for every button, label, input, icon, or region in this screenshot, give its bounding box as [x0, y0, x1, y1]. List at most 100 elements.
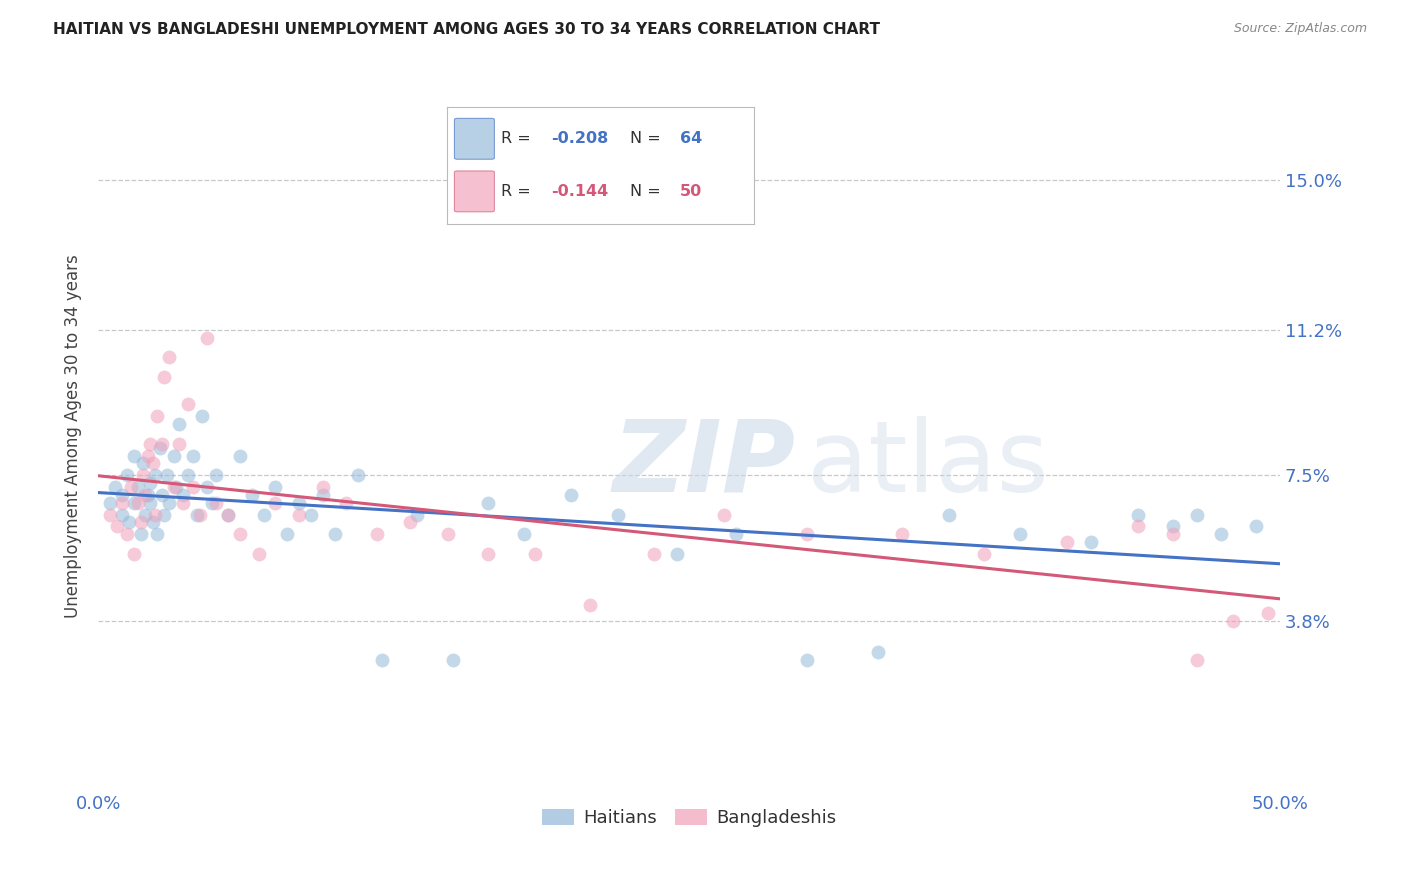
Point: [205, 496, 228, 510]
Point: [524, 547, 547, 561]
Point: [229, 449, 252, 463]
Point: [129, 516, 152, 530]
Point: [264, 480, 287, 494]
Point: [229, 527, 252, 541]
Point: [1222, 614, 1244, 628]
Point: [441, 653, 464, 667]
Point: [217, 508, 239, 522]
Point: [98, 508, 121, 522]
Point: [1080, 535, 1102, 549]
Point: [247, 547, 270, 561]
Point: [115, 468, 138, 483]
Point: [607, 508, 630, 522]
Point: [149, 441, 172, 455]
Point: [177, 397, 200, 411]
Point: [205, 468, 228, 483]
Point: [371, 653, 394, 667]
Point: [201, 496, 224, 510]
Point: [1126, 508, 1149, 522]
Point: [120, 480, 142, 494]
Point: [299, 508, 322, 522]
Point: [165, 480, 187, 494]
Point: [288, 508, 311, 522]
Point: [276, 527, 298, 541]
Point: [153, 508, 176, 522]
Point: [156, 468, 179, 483]
Point: [264, 496, 287, 510]
Point: [713, 508, 735, 522]
Point: [1185, 653, 1208, 667]
Point: [111, 488, 134, 502]
Point: [406, 508, 429, 522]
Point: [1244, 519, 1267, 533]
Point: [188, 508, 211, 522]
Point: [115, 527, 138, 541]
Point: [141, 457, 163, 471]
Point: [146, 409, 169, 424]
Point: [105, 519, 128, 533]
Point: [512, 527, 534, 541]
Point: [127, 480, 149, 494]
Point: [186, 508, 208, 522]
Point: [127, 496, 149, 510]
Point: [122, 496, 145, 510]
Point: [150, 437, 173, 451]
Point: [437, 527, 460, 541]
Point: [217, 508, 239, 522]
Point: [666, 547, 689, 561]
Point: [477, 547, 499, 561]
Point: [167, 417, 190, 431]
Point: [973, 547, 995, 561]
Point: [366, 527, 388, 541]
Point: [240, 488, 263, 502]
Point: [868, 645, 890, 659]
Text: HAITIAN VS BANGLADESHI UNEMPLOYMENT AMONG AGES 30 TO 34 YEARS CORRELATION CHART: HAITIAN VS BANGLADESHI UNEMPLOYMENT AMON…: [53, 22, 880, 37]
Point: [195, 330, 218, 344]
Point: [288, 496, 311, 510]
Point: [1126, 519, 1149, 533]
Point: [134, 488, 156, 502]
Point: [172, 488, 194, 502]
Point: [1257, 606, 1279, 620]
Point: [312, 488, 335, 502]
Point: [796, 527, 818, 541]
Point: [1163, 527, 1185, 541]
Point: [347, 468, 370, 483]
Point: [111, 496, 134, 510]
Point: [578, 598, 600, 612]
Point: [252, 508, 274, 522]
Point: [938, 508, 960, 522]
Point: [181, 449, 204, 463]
Point: [643, 547, 665, 561]
Point: [129, 527, 152, 541]
Point: [111, 508, 134, 522]
Point: [122, 449, 145, 463]
Point: [122, 547, 145, 561]
Point: [163, 449, 186, 463]
Point: [139, 437, 162, 451]
Point: [323, 527, 346, 541]
Point: [477, 496, 499, 510]
Point: [195, 480, 218, 494]
Point: [177, 468, 200, 483]
Point: [1209, 527, 1232, 541]
Point: [146, 527, 169, 541]
Point: [157, 496, 180, 510]
Legend: Haitians, Bangladeshis: Haitians, Bangladeshis: [534, 801, 844, 834]
Point: [725, 527, 748, 541]
Point: [104, 480, 127, 494]
Point: [136, 488, 159, 502]
Point: [150, 488, 173, 502]
Point: [181, 480, 204, 494]
Point: [172, 496, 194, 510]
Point: [796, 653, 818, 667]
Point: [1056, 535, 1078, 549]
Y-axis label: Unemployment Among Ages 30 to 34 years: Unemployment Among Ages 30 to 34 years: [65, 254, 82, 618]
Point: [399, 516, 422, 530]
Point: [890, 527, 912, 541]
Point: [335, 496, 357, 510]
Point: [157, 350, 180, 364]
Point: [153, 370, 176, 384]
Point: [132, 457, 155, 471]
Point: [141, 516, 163, 530]
